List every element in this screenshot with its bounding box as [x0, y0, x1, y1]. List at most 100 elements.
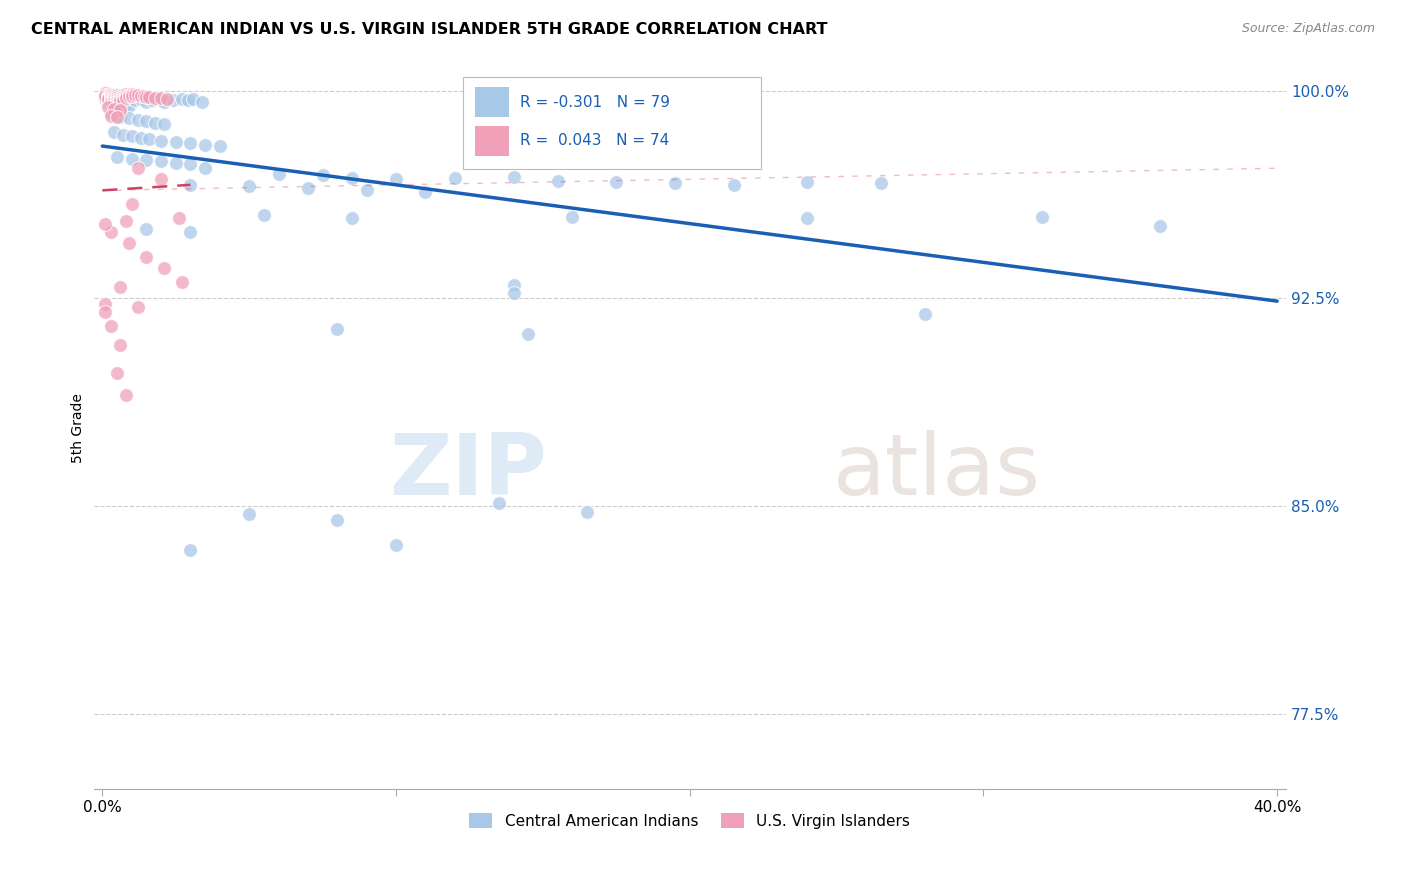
Point [150, 134, 173, 148]
Point [94, 87, 117, 102]
Point [575, 505, 598, 519]
Point [115, 87, 138, 101]
Point [103, 95, 125, 110]
Point [385, 538, 408, 552]
Point [121, 197, 143, 211]
Point [138, 132, 160, 146]
Point [100, 109, 122, 123]
Point [138, 90, 160, 104]
Point [111, 87, 134, 102]
Point [183, 92, 205, 106]
Point [127, 88, 149, 103]
Point [208, 139, 231, 153]
Point [796, 211, 818, 225]
Point [97, 92, 120, 106]
Point [326, 513, 349, 527]
Point [141, 94, 163, 108]
Point [129, 92, 152, 106]
Point [103, 94, 125, 108]
Point [108, 110, 131, 124]
Point [97, 88, 120, 103]
Point [135, 114, 157, 128]
Point [415, 185, 437, 199]
Point [121, 152, 143, 166]
Point [100, 93, 122, 107]
Point [150, 172, 173, 186]
Point [105, 366, 128, 380]
Point [127, 300, 149, 314]
Text: ZIP: ZIP [389, 430, 547, 513]
Bar [475, 87, 509, 118]
Point [135, 95, 157, 109]
Point [297, 180, 319, 194]
Point [150, 154, 173, 169]
Text: CENTRAL AMERICAN INDIAN VS U.S. VIRGIN ISLANDER 5TH GRADE CORRELATION CHART: CENTRAL AMERICAN INDIAN VS U.S. VIRGIN I… [31, 22, 828, 37]
Point [103, 87, 125, 102]
Text: R =  0.043   N = 74: R = 0.043 N = 74 [520, 133, 669, 148]
Point [129, 88, 152, 103]
Point [97, 89, 120, 103]
Point [311, 168, 333, 182]
Point [153, 95, 176, 109]
Point [121, 87, 143, 101]
Point [108, 338, 131, 352]
Point [796, 175, 818, 189]
Point [132, 89, 155, 103]
Point [111, 89, 134, 103]
Point [105, 92, 128, 106]
Point [129, 130, 152, 145]
Point [103, 97, 125, 112]
Point [100, 95, 122, 110]
Point [605, 175, 627, 189]
Point [103, 125, 125, 139]
Point [100, 87, 122, 101]
Point [167, 211, 190, 225]
Point [176, 94, 198, 108]
Point [179, 178, 201, 192]
Point [135, 222, 157, 236]
Point [105, 97, 128, 112]
Point [267, 167, 290, 181]
Point [100, 89, 122, 103]
Point [115, 388, 138, 402]
Point [121, 90, 143, 104]
Point [115, 89, 138, 103]
Point [111, 94, 134, 108]
Point [502, 277, 524, 292]
Point [100, 105, 122, 120]
Point [194, 161, 217, 176]
Point [94, 89, 117, 103]
Point [340, 170, 363, 185]
Point [502, 169, 524, 184]
Point [94, 305, 117, 319]
Point [127, 112, 149, 127]
FancyBboxPatch shape [463, 78, 761, 169]
Point [103, 94, 125, 108]
Point [108, 93, 131, 107]
Point [103, 91, 125, 105]
Point [170, 275, 193, 289]
Point [118, 87, 141, 102]
Point [191, 95, 214, 109]
Point [664, 177, 686, 191]
Point [194, 137, 217, 152]
Point [100, 225, 122, 239]
Point [547, 174, 569, 188]
Point [148, 92, 170, 106]
Point [238, 508, 260, 522]
Point [108, 95, 131, 109]
Point [179, 225, 201, 239]
Point [561, 210, 583, 224]
Point [340, 211, 363, 225]
Point [105, 90, 128, 104]
Point [94, 92, 117, 106]
Point [135, 89, 157, 103]
Point [115, 214, 138, 228]
Point [118, 235, 141, 250]
Point [115, 91, 138, 105]
Point [115, 97, 138, 112]
Y-axis label: 5th Grade: 5th Grade [72, 393, 86, 464]
Point [488, 496, 510, 510]
Point [253, 208, 276, 222]
Point [105, 94, 128, 108]
